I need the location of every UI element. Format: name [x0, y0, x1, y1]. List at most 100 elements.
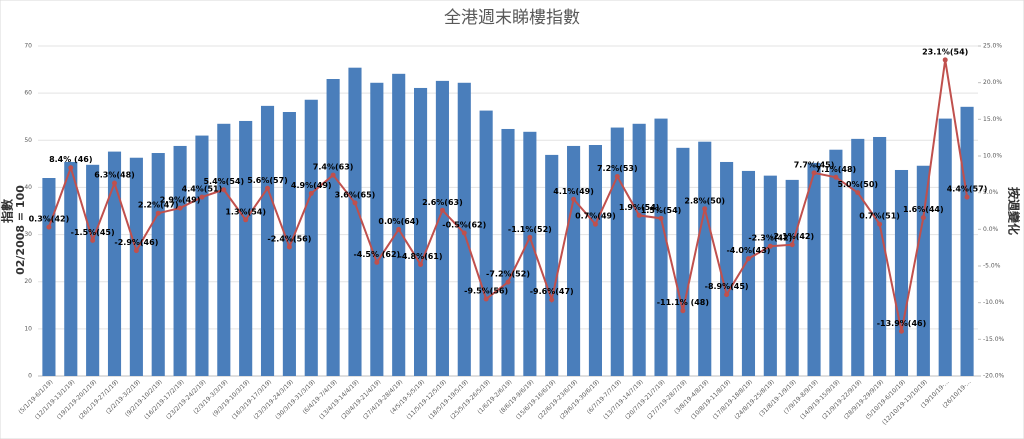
data-label: 7.2%(53): [597, 164, 638, 173]
data-label: 0.0%(64): [378, 217, 419, 226]
line-point: [898, 328, 904, 334]
bar: [151, 153, 165, 376]
line-point: [745, 256, 751, 262]
bar: [217, 123, 231, 377]
line-point: [155, 210, 161, 216]
data-label: 5.6%(57): [247, 176, 288, 185]
line-point: [461, 230, 467, 236]
data-label: -11.1% (48): [657, 298, 709, 307]
data-label: 23.1%(54): [922, 47, 968, 56]
line-point: [112, 180, 118, 186]
line-point: [789, 242, 795, 248]
line-point: [767, 243, 773, 249]
line-point: [571, 196, 577, 202]
y2-tick-label: -5.0%: [983, 263, 1001, 270]
data-label: 4.9%(49): [291, 181, 332, 190]
data-label: 1.3%(54): [225, 207, 266, 216]
line-point: [199, 194, 205, 200]
data-label: 5.4%(54): [203, 177, 244, 186]
y-tick-label: 0: [28, 373, 32, 380]
line-point: [221, 187, 227, 193]
y-tick-label: 40: [24, 184, 32, 191]
bar: [457, 82, 471, 377]
line-point: [68, 165, 74, 171]
bar: [64, 161, 78, 376]
line-point: [286, 244, 292, 250]
bar: [829, 149, 843, 376]
data-label: -4.8%(61): [399, 252, 443, 261]
data-label: -4.0%(43): [726, 246, 770, 255]
y-tick-label: 30: [24, 231, 32, 238]
y2-tick-label: 25.0%: [983, 43, 1002, 50]
bar: [392, 73, 406, 377]
bar: [304, 99, 318, 376]
bar: [282, 112, 296, 376]
y2-tick-label: 20.0%: [983, 79, 1002, 86]
data-label: -2.9%(46): [114, 238, 158, 247]
bar: [479, 110, 493, 376]
line-point: [811, 170, 817, 176]
line-point: [46, 224, 52, 230]
bar: [326, 79, 340, 376]
y2-tick-label: 15.0%: [983, 116, 1002, 123]
bar: [610, 127, 624, 376]
bar: [129, 157, 143, 376]
y2-axis-label: 按週變化: [1007, 187, 1022, 235]
data-label: -13.9%(46): [877, 319, 927, 328]
data-label: 4.4%(57): [947, 185, 988, 194]
y2-tick-label: -10.0%: [983, 299, 1005, 306]
y-tick-label: 60: [24, 90, 32, 97]
y-tick-label: 70: [24, 43, 32, 50]
data-label: 7.7%(45): [794, 160, 835, 169]
line-point: [133, 248, 139, 254]
line-point: [658, 215, 664, 221]
data-label: 0.3%(42): [29, 215, 70, 224]
line-point: [549, 297, 555, 303]
line-point: [964, 194, 970, 200]
bar: [370, 82, 384, 377]
line-point: [418, 262, 424, 268]
data-label: 1.9%(54): [619, 203, 660, 212]
data-label: -9.5%(56): [464, 287, 508, 296]
bar: [807, 162, 821, 376]
line-point: [614, 174, 620, 180]
y2-tick-label: 0.0%: [983, 226, 999, 233]
y2-tick-label: 5.0%: [983, 189, 999, 196]
line-point: [702, 206, 708, 212]
bar: [567, 145, 581, 376]
data-label: 7.4%(63): [313, 163, 354, 172]
bar: [435, 80, 449, 376]
bar: [938, 118, 952, 376]
bar: [260, 105, 275, 376]
bar: [741, 170, 756, 376]
data-label: 4.4%(51): [182, 185, 223, 194]
line-point: [855, 190, 861, 196]
line-point: [833, 174, 839, 180]
data-label: 2.2%(47): [138, 201, 179, 210]
y-axis-sublabel: 02/2008 = 100: [14, 185, 27, 275]
bar: [632, 123, 646, 377]
y-axis-label: 指數: [0, 199, 15, 223]
bar: [239, 120, 253, 376]
data-label: 5.0%(50): [837, 180, 878, 189]
line-point: [243, 217, 249, 223]
data-label: 6.3%(48): [94, 171, 135, 180]
bar: [588, 145, 602, 376]
data-label: 4.1%(49): [553, 187, 594, 196]
data-label: 2.9%(49): [160, 196, 201, 205]
bar: [960, 106, 974, 377]
line-point: [265, 185, 271, 191]
bar: [173, 145, 187, 376]
line-point: [90, 237, 96, 243]
data-label: -7.2%(52): [486, 270, 530, 279]
chart-title: 全港週末睇樓指數: [444, 8, 580, 28]
line-point: [308, 190, 314, 196]
bar: [545, 154, 559, 376]
line-point: [177, 205, 183, 211]
bar: [873, 136, 887, 376]
data-label: -4.5% (62): [353, 250, 400, 259]
data-label: -0.5%(62): [442, 221, 486, 230]
data-label: 2.8%(50): [684, 196, 725, 205]
line-point: [636, 212, 642, 218]
